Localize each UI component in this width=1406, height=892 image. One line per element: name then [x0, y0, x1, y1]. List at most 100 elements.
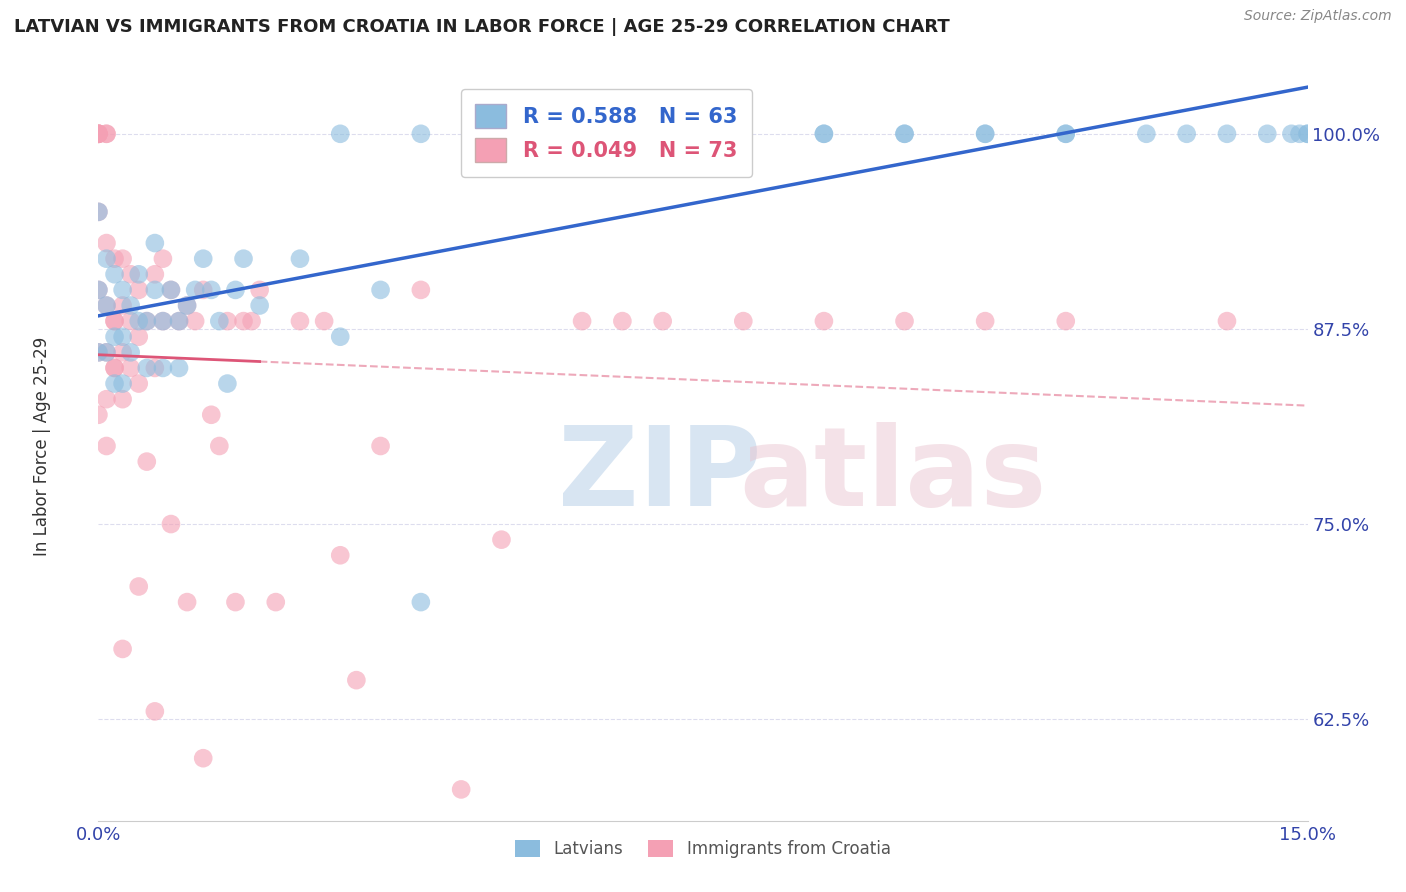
Point: [128, 268, 150, 282]
Point: [87, 127, 110, 141]
Legend: Latvians, Immigrants from Croatia: Latvians, Immigrants from Croatia: [509, 833, 897, 864]
Point: [176, 595, 198, 609]
Point: [120, 299, 142, 313]
Point: [87, 283, 110, 297]
Point: [160, 283, 183, 297]
Point: [87, 205, 110, 219]
Point: [87, 205, 110, 219]
Text: LATVIAN VS IMMIGRANTS FROM CROATIA IN LABOR FORCE | AGE 25-29 CORRELATION CHART: LATVIAN VS IMMIGRANTS FROM CROATIA IN LA…: [14, 18, 950, 36]
Point: [128, 330, 150, 344]
Point: [96, 439, 118, 453]
Point: [143, 236, 166, 251]
Point: [96, 392, 118, 407]
Point: [96, 299, 118, 313]
Point: [813, 314, 835, 328]
Point: [733, 314, 755, 328]
Point: [111, 376, 134, 391]
Point: [329, 549, 352, 563]
Text: In Labor Force | Age 25-29: In Labor Force | Age 25-29: [34, 336, 51, 556]
Point: [120, 345, 142, 359]
Point: [128, 580, 150, 594]
Point: [224, 283, 246, 297]
Point: [491, 127, 513, 141]
Point: [193, 283, 215, 297]
Point: [135, 314, 157, 328]
Point: [96, 127, 118, 141]
Point: [208, 314, 231, 328]
Point: [1216, 127, 1239, 141]
Point: [96, 299, 118, 313]
Point: [128, 314, 150, 328]
Text: atlas: atlas: [740, 423, 1046, 530]
Point: [111, 330, 134, 344]
Point: [409, 595, 432, 609]
Point: [1054, 314, 1077, 328]
Point: [120, 314, 142, 328]
Point: [152, 314, 174, 328]
Point: [160, 517, 183, 532]
Point: [1281, 127, 1303, 141]
Point: [329, 127, 352, 141]
Point: [651, 314, 673, 328]
Point: [152, 252, 174, 266]
Point: [128, 376, 150, 391]
Point: [893, 127, 915, 141]
Point: [217, 314, 239, 328]
Point: [651, 127, 673, 141]
Point: [893, 127, 915, 141]
Point: [232, 252, 254, 266]
Point: [249, 299, 271, 313]
Point: [111, 345, 134, 359]
Point: [571, 127, 593, 141]
Point: [103, 314, 125, 328]
Point: [344, 673, 367, 688]
Point: [87, 127, 110, 141]
Point: [1296, 127, 1319, 141]
Point: [491, 533, 513, 547]
Point: [87, 127, 110, 141]
Point: [111, 642, 134, 657]
Point: [200, 283, 222, 297]
Point: [103, 361, 125, 376]
Point: [87, 345, 110, 359]
Point: [103, 376, 125, 391]
Point: [1256, 127, 1278, 141]
Point: [1216, 314, 1239, 328]
Point: [612, 314, 634, 328]
Point: [111, 392, 134, 407]
Point: [167, 314, 190, 328]
Point: [1288, 127, 1310, 141]
Point: [974, 314, 997, 328]
Point: [96, 345, 118, 359]
Text: ZIP: ZIP: [558, 423, 761, 530]
Point: [571, 314, 593, 328]
Point: [893, 314, 915, 328]
Point: [128, 283, 150, 297]
Text: Source: ZipAtlas.com: Source: ZipAtlas.com: [1244, 9, 1392, 23]
Point: [87, 127, 110, 141]
Point: [1296, 127, 1319, 141]
Point: [103, 268, 125, 282]
Point: [87, 408, 110, 422]
Point: [193, 751, 215, 765]
Point: [87, 127, 110, 141]
Point: [152, 361, 174, 376]
Point: [1135, 127, 1157, 141]
Point: [249, 283, 271, 297]
Point: [651, 127, 673, 141]
Point: [813, 127, 835, 141]
Point: [184, 314, 207, 328]
Point: [450, 782, 472, 797]
Point: [103, 330, 125, 344]
Point: [264, 595, 287, 609]
Point: [409, 283, 432, 297]
Point: [692, 127, 714, 141]
Point: [120, 361, 142, 376]
Point: [143, 268, 166, 282]
Point: [224, 595, 246, 609]
Point: [974, 127, 997, 141]
Point: [167, 314, 190, 328]
Point: [152, 314, 174, 328]
Point: [176, 299, 198, 313]
Point: [232, 314, 254, 328]
